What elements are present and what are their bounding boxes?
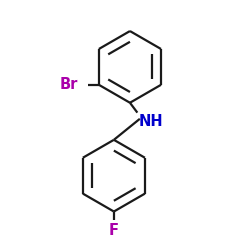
Text: Br: Br <box>60 77 78 92</box>
Text: F: F <box>109 223 119 238</box>
Text: NH: NH <box>138 114 163 129</box>
